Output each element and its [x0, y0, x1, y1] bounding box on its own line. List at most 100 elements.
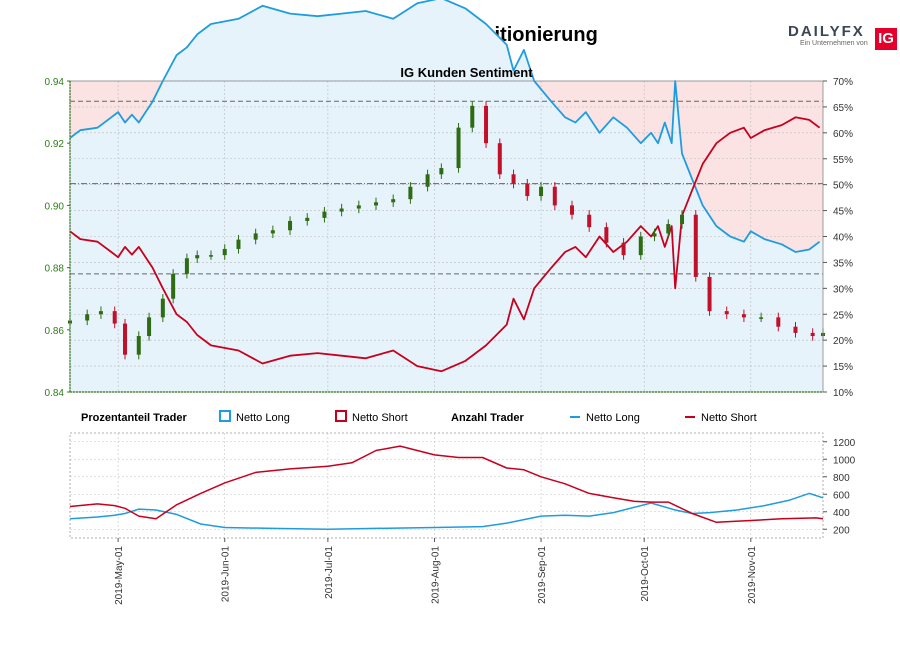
percent-tick-label: 45% — [833, 207, 853, 218]
legend-swatch-long — [219, 410, 231, 422]
candle-body — [793, 326, 798, 333]
lower-plot-frame — [69, 432, 824, 539]
ig-badge: IG — [875, 28, 897, 50]
percent-tick-label: 60% — [833, 129, 853, 140]
candle-body — [425, 174, 430, 187]
x-tick-label: 2019-Sep-01 — [537, 546, 548, 604]
legend-label-short: Netto Short — [352, 412, 408, 424]
candle-body — [759, 317, 764, 319]
candle-body — [552, 186, 557, 206]
x-tick-label: 2019-May-01 — [114, 546, 125, 605]
candle-body — [339, 208, 344, 212]
candle-body — [638, 236, 643, 256]
price-tick-label: 0.88 — [45, 264, 65, 275]
candle-body — [356, 205, 361, 209]
candle-body — [322, 211, 327, 218]
candle-body — [470, 105, 475, 128]
percent-tick-label: 25% — [833, 310, 853, 321]
candle-body — [208, 255, 213, 257]
legend: Prozentanteil Trader Netto Long Netto Shor… — [81, 410, 757, 424]
percent-tick-label: 35% — [833, 258, 853, 269]
candle-body — [391, 199, 396, 203]
candle-body — [666, 224, 671, 234]
percent-tick-label: 10% — [833, 388, 853, 399]
candle-body — [98, 311, 103, 315]
candle-body — [456, 127, 461, 169]
price-tick-label: 0.84 — [45, 388, 65, 399]
percent-tick-label: 30% — [833, 284, 853, 295]
percent-tick-label: 55% — [833, 155, 853, 166]
candle-body — [222, 248, 227, 256]
candle-body — [85, 314, 90, 321]
series-line-netto-long — [69, 0, 821, 253]
candle-body — [693, 214, 698, 277]
candle-body — [741, 314, 746, 318]
price-tick-label: 0.90 — [45, 201, 65, 212]
percent-tick-label: 65% — [833, 103, 853, 114]
x-tick-label: 2019-Jul-01 — [324, 546, 335, 599]
candle-body — [147, 317, 152, 337]
candle-body — [270, 230, 275, 234]
candle-body — [305, 217, 310, 221]
candle-body — [680, 214, 685, 225]
dailyfx-logo: DAILYFX Ein Unternehmen von IG — [788, 23, 898, 51]
candle-body — [136, 336, 141, 355]
percent-tick-label: 50% — [833, 181, 853, 192]
candle-body — [570, 205, 574, 215]
percent-tick-label: 20% — [833, 336, 853, 347]
x-tick-label: 2019-Aug-01 — [430, 546, 441, 604]
candle-body — [707, 276, 712, 312]
percent-tick-label: 40% — [833, 233, 853, 244]
candle-body — [439, 168, 444, 175]
candle-body — [236, 239, 241, 249]
count-line-netto-long — [69, 492, 824, 531]
legend-label-short-count: Netto Short — [701, 412, 757, 424]
candle-body — [484, 105, 489, 144]
candle-body — [171, 273, 176, 299]
legend-swatch-short — [335, 410, 347, 422]
candle-body — [621, 242, 626, 256]
lower-panel: 200 400 600 800 1000 1200 — [69, 432, 856, 539]
candle-body — [810, 332, 815, 337]
chart-subtitle: IG Kunden Sentiment — [400, 65, 533, 80]
x-tick-label: 2019-Nov-01 — [747, 546, 758, 604]
long-area — [70, 0, 823, 392]
candle-body — [497, 143, 502, 175]
count-line-netto-short — [69, 445, 824, 524]
logo-text: DAILYFX — [788, 23, 865, 40]
candle-body — [511, 174, 516, 184]
candle-body — [525, 183, 530, 197]
candle-body — [724, 311, 729, 315]
count-tick-label: 400 — [833, 508, 850, 519]
count-tick-label: 200 — [833, 525, 850, 536]
x-tick-label: 2019-Jun-01 — [221, 546, 232, 603]
candle-body — [652, 233, 657, 237]
percent-tick-label: 70% — [833, 77, 853, 88]
x-tick-label: 2019-Oct-01 — [640, 546, 651, 602]
candle-body — [184, 258, 189, 274]
candle-body — [539, 186, 544, 197]
candle-body — [408, 186, 413, 200]
candle-body — [776, 317, 781, 327]
candle-body — [112, 311, 117, 324]
legend-group-percent: Prozentanteil Trader — [81, 412, 187, 424]
upper-panel: IG Kunden Sentiment 0.84 0.86 0.88 0.90 0.92 0… — [45, 0, 853, 399]
x-axis: 2019-May-01 2019-Jun-01 2019-Jul-01 2019-Au… — [114, 538, 758, 605]
count-tick-label: 800 — [833, 473, 850, 484]
count-tick-label: 1200 — [833, 438, 856, 449]
legend-group-count: Anzahl Trader — [451, 412, 524, 424]
candle-body — [288, 220, 293, 231]
price-tick-label: 0.94 — [45, 77, 65, 88]
legend-label-long: Netto Long — [236, 412, 290, 424]
count-tick-label: 600 — [833, 490, 850, 501]
logo-subtext: Ein Unternehmen von — [800, 40, 868, 47]
percent-tick-label: 15% — [833, 362, 853, 373]
candle-body — [374, 202, 379, 206]
count-tick-label: 1000 — [833, 455, 856, 466]
candle-body — [160, 298, 165, 318]
legend-label-long-count: Netto Long — [586, 412, 640, 424]
candle-body — [123, 323, 128, 355]
series-line-netto-short — [69, 116, 821, 373]
candle-body — [253, 233, 258, 240]
candle-body — [587, 214, 592, 228]
